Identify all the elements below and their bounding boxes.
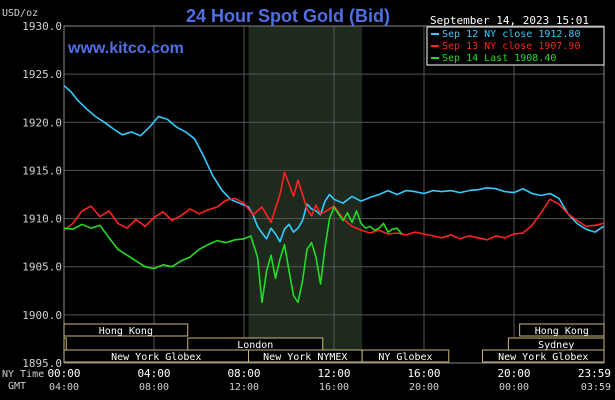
- series-line-3: [63, 206, 403, 304]
- legend-entry: Sep 13 NY close 1907.90: [442, 41, 580, 52]
- y-axis-label: USD/oz: [2, 8, 38, 19]
- gmt-tick: 00:00: [499, 382, 529, 393]
- ny-time-row-label: NY Time: [2, 369, 44, 380]
- market-bar: [63, 323, 189, 337]
- gmt-tick: 20:00: [409, 382, 439, 393]
- y-tick-label: 1895.0: [22, 357, 62, 370]
- y-tick-label: 1915.0: [22, 164, 62, 177]
- y-tick-label: 1920.0: [22, 116, 62, 129]
- market-label: Sydney: [538, 340, 574, 351]
- chart-title: 24 Hour Spot Gold (Bid): [186, 6, 390, 26]
- plot-frame: [63, 25, 605, 364]
- y-tick-label: 1910.0: [22, 213, 62, 226]
- ny-time-tick: 16:00: [407, 367, 440, 380]
- legend-entry: Sep 14 Last 1908.40: [442, 53, 556, 64]
- gmt-tick: 04:00: [49, 382, 79, 393]
- series-line-1: [63, 85, 605, 243]
- y-tick-label: 1930.0: [22, 20, 62, 33]
- market-label: Hong Kong: [535, 326, 589, 337]
- gmt-row-label: GMT: [8, 381, 26, 392]
- market-label: NY Globex: [378, 352, 432, 363]
- market-bar: [519, 323, 605, 337]
- gmt-tick: 03:59: [581, 382, 611, 393]
- y-tick-label: 1900.0: [22, 309, 62, 322]
- grid: [63, 25, 605, 364]
- ny-time-tick: 04:00: [137, 367, 170, 380]
- y-axis: 1930.0 1925.0 1920.0 1915.0 1910.0 1905.0 1900…: [22, 20, 62, 370]
- series-lines: [63, 85, 605, 304]
- market-label: New York Globex: [498, 352, 588, 363]
- y-tick-label: 1925.0: [22, 68, 62, 81]
- timestamp: September 14, 2023 15:01: [430, 14, 589, 27]
- market-label: New York NYMEX: [263, 352, 347, 363]
- nymex-highlight: [248, 26, 363, 363]
- ny-time-tick: 23:59: [578, 367, 611, 380]
- watermark: www.kitco.com: [67, 40, 184, 57]
- ny-time-tick: 00:00: [47, 367, 80, 380]
- ny-time-tick: 12:00: [317, 367, 350, 380]
- gmt-tick: 16:00: [319, 382, 349, 393]
- series-line-2: [63, 171, 604, 241]
- market-label: London: [237, 340, 273, 351]
- ny-time-tick: 20:00: [497, 367, 530, 380]
- market-bar: [482, 349, 605, 363]
- gmt-tick: 12:00: [229, 382, 259, 393]
- gmt-tick: 08:00: [139, 382, 169, 393]
- ny-time-tick: 08:00: [227, 367, 260, 380]
- legend-entry: Sep 12 NY close 1912.80: [442, 29, 580, 40]
- market-bar: [63, 337, 67, 351]
- y-tick-label: 1905.0: [22, 261, 62, 274]
- market-bar: [361, 349, 450, 363]
- market-label: New York Globex: [111, 352, 201, 363]
- market-label: Hong Kong: [99, 326, 153, 337]
